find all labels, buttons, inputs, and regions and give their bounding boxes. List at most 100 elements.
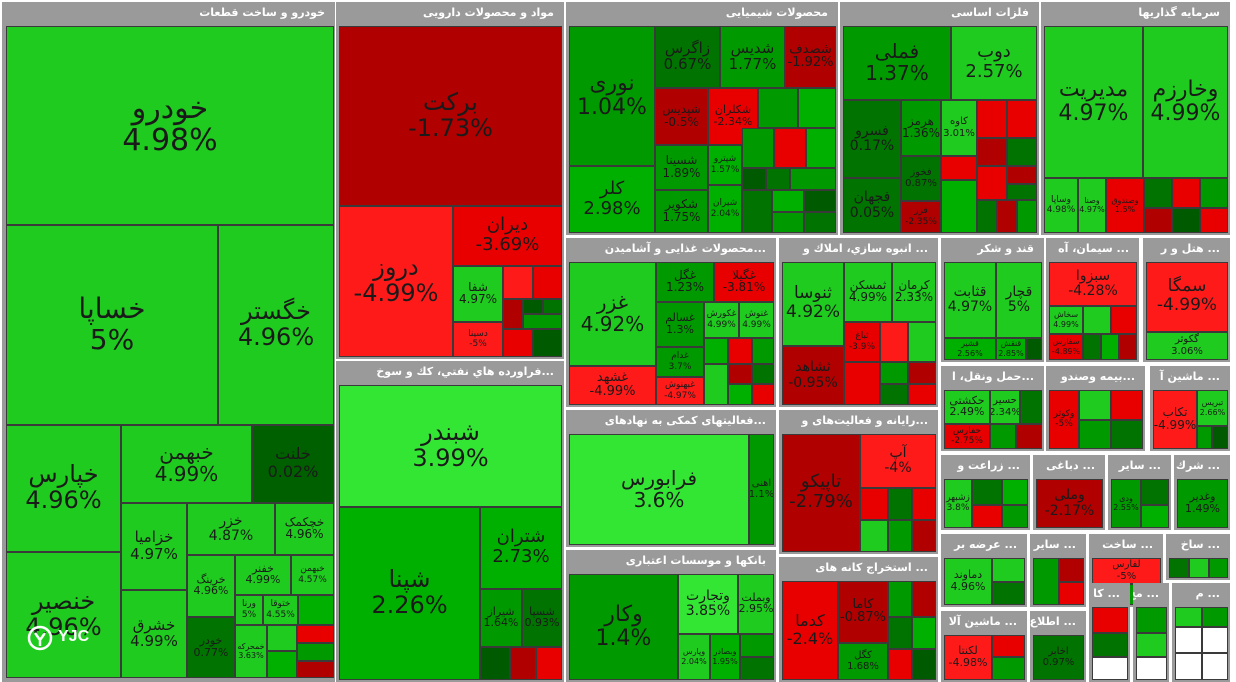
tile-kgol[interactable]: کگل 1.68% (838, 643, 888, 680)
tile-small[interactable] (1111, 420, 1143, 449)
tile-deran[interactable]: دیران -3.69% (453, 206, 562, 266)
tile-small[interactable] (888, 581, 912, 617)
sector-banks[interactable]: بانکها و موسسات اعتباری وکار 1.4% وتجارت 3… (566, 550, 776, 682)
tile-shetran[interactable]: شتران 2.73% (480, 507, 562, 589)
tile-small[interactable] (503, 329, 533, 357)
tile-small[interactable] (1079, 420, 1111, 449)
tile-shsalmr[interactable]: شسپا 0.93% (522, 589, 562, 647)
tile-small[interactable] (1026, 338, 1042, 360)
tile-gsalem[interactable]: غسالم 1.3% (656, 302, 704, 347)
tile-fkhouz[interactable]: فخوز 0.87% (901, 156, 941, 201)
tile-small[interactable] (844, 362, 880, 405)
tile-small[interactable] (992, 657, 1025, 680)
tile-small[interactable] (752, 338, 774, 364)
tile-shepna[interactable]: شپنا 2.26% (339, 507, 480, 680)
tile-fsorvar[interactable]: فسرو 0.17% (843, 100, 901, 178)
tile-small[interactable] (977, 200, 997, 233)
sector-build[interactable]: ... ساخ (1166, 534, 1230, 580)
tile-small[interactable] (1007, 100, 1037, 138)
tile-sebir[interactable]: سبزوا -4.28% (1049, 262, 1137, 306)
tile-khzamia[interactable]: خزامیا 4.97% (121, 503, 187, 590)
tile-shabandar[interactable]: شبندر 3.99% (339, 385, 562, 507)
tile-khbahman[interactable]: خبهمن 4.99% (121, 425, 252, 503)
tile-vbhe[interactable]: وبصادر 1.95% (710, 634, 740, 680)
tile-small[interactable] (1141, 479, 1169, 505)
tile-shsina[interactable]: شسینا 1.89% (655, 145, 708, 190)
tile-khmhrk[interactable]: خمحرکه 3.63% (235, 625, 267, 678)
tile-small[interactable] (1141, 505, 1169, 528)
sector-tanning[interactable]: ... دباغی وملی -2.17% (1033, 455, 1105, 530)
tile-tekab[interactable]: تکاب -4.99% (1153, 390, 1197, 449)
sector-machinery-2[interactable]: ... ماشین آلا لکنتا -4.98% (941, 611, 1027, 682)
sector-misc-29[interactable]: ... کا (1089, 583, 1130, 682)
tile-small[interactable] (1202, 653, 1228, 680)
tile-small[interactable] (774, 128, 806, 168)
tile-darooz[interactable]: دروز -4.99% (339, 206, 453, 357)
tile-faraboors[interactable]: فرابورس 3.6% (569, 434, 749, 545)
tile-khazar[interactable]: خزر 4.87% (187, 503, 275, 555)
tile-small[interactable] (704, 364, 728, 405)
tile-small[interactable] (798, 88, 836, 128)
tile-small[interactable] (510, 647, 536, 680)
tile-small[interactable] (990, 424, 1016, 449)
tile-damavand[interactable]: دماوند 4.96% (944, 558, 992, 605)
sector-pharma[interactable]: مواد و محصولات دارویی برکت -1.73% دروز -4.… (336, 2, 564, 359)
tile-small[interactable] (536, 647, 562, 680)
tile-small[interactable] (1016, 424, 1042, 449)
tile-small[interactable] (298, 595, 334, 625)
sector-petroleum[interactable]: ...فراورده هاي نفتي، كك و سوخ شبندر 3.99%… (336, 361, 564, 682)
tile-small[interactable] (1172, 208, 1200, 233)
tile-small[interactable] (941, 156, 977, 180)
tile-small[interactable] (941, 180, 977, 233)
tile-zagros[interactable]: زاگرس 0.67% (655, 26, 720, 88)
tile-small[interactable] (1092, 657, 1128, 680)
tile-hakeshti[interactable]: حکشتی 2.49% (944, 390, 990, 424)
tile-small[interactable] (1212, 426, 1228, 449)
tile-tshahd[interactable]: ثشاهد -0.95% (782, 346, 844, 405)
sector-mining[interactable]: ... استخراج کانه های کدما -2.4% کاما -0.87… (779, 557, 938, 682)
tile-kamaa[interactable]: کاما -0.87% (838, 581, 888, 643)
tile-small[interactable] (704, 338, 728, 364)
tile-small[interactable] (543, 299, 562, 314)
tile-small[interactable] (1007, 184, 1037, 200)
sector-information[interactable]: ... اطلاع اخابر 0.97% (1030, 611, 1086, 682)
tile-small[interactable] (267, 651, 297, 678)
tile-fjahan[interactable]: فجهان 0.05% (843, 178, 901, 233)
tile-zsbeh[interactable]: زشبهر 3.8% (944, 479, 972, 528)
tile-small[interactable] (1197, 426, 1212, 449)
tile-small[interactable] (1092, 607, 1128, 633)
tile-khgostar[interactable]: خگستر 4.96% (218, 225, 334, 425)
sector-automotive[interactable]: خودرو و ساخت قطعات خودرو 4.98% خساپا 5% خگ… (2, 2, 335, 682)
tile-small[interactable] (1136, 633, 1167, 657)
tile-small[interactable] (1083, 306, 1111, 334)
sector-other-2[interactable]: ... سایر (1030, 534, 1086, 607)
tile-small[interactable] (992, 582, 1025, 605)
tile-small[interactable] (1002, 479, 1028, 505)
tile-small[interactable] (806, 128, 836, 168)
tile-small[interactable] (752, 384, 774, 405)
tile-small[interactable] (912, 488, 936, 520)
tile-small[interactable] (728, 384, 752, 405)
tile-small[interactable] (860, 520, 888, 552)
tile-qatan[interactable]: قثابت 4.97% (944, 262, 996, 338)
tile-fameli[interactable]: فملی 1.37% (843, 26, 951, 100)
tile-kadma[interactable]: کدما -2.4% (782, 581, 838, 680)
sector-financial-aux[interactable]: ...فعالیتهای کمکی به نهادهای فرابورس 3.6%… (566, 410, 776, 547)
sector-insurance[interactable]: ...بیمه وصندو وکوثر -5% (1046, 366, 1145, 451)
tile-sfarsi[interactable]: سفارس -4.89% (1049, 334, 1083, 360)
tile-small[interactable] (977, 100, 1007, 138)
tile-small[interactable] (1175, 627, 1202, 653)
tile-small[interactable] (533, 329, 562, 357)
tile-small[interactable] (1007, 166, 1037, 184)
tile-vgadir[interactable]: وغدیر 1.49% (1177, 479, 1228, 528)
tile-gbehpak[interactable]: غبهنوش -4.97% (656, 377, 704, 405)
sector-sugar[interactable]: قند و شکر قثابت 4.97% قچار 5% قشیر 2.56% قن… (941, 238, 1044, 362)
sector-cement[interactable]: ... سیمان، آه سبزوا -4.28% سخاش 4.99% سفار… (1046, 238, 1139, 362)
tile-small[interactable] (1079, 390, 1111, 420)
tile-khzr[interactable]: خودر 0.77% (187, 617, 235, 678)
tile-small[interactable] (523, 299, 543, 314)
tile-small[interactable] (1059, 582, 1084, 605)
tile-gakhbar[interactable]: غکورش 4.99% (704, 302, 739, 338)
tile-small[interactable] (523, 314, 562, 329)
tile-vmeli[interactable]: وملی -2.17% (1036, 479, 1103, 528)
